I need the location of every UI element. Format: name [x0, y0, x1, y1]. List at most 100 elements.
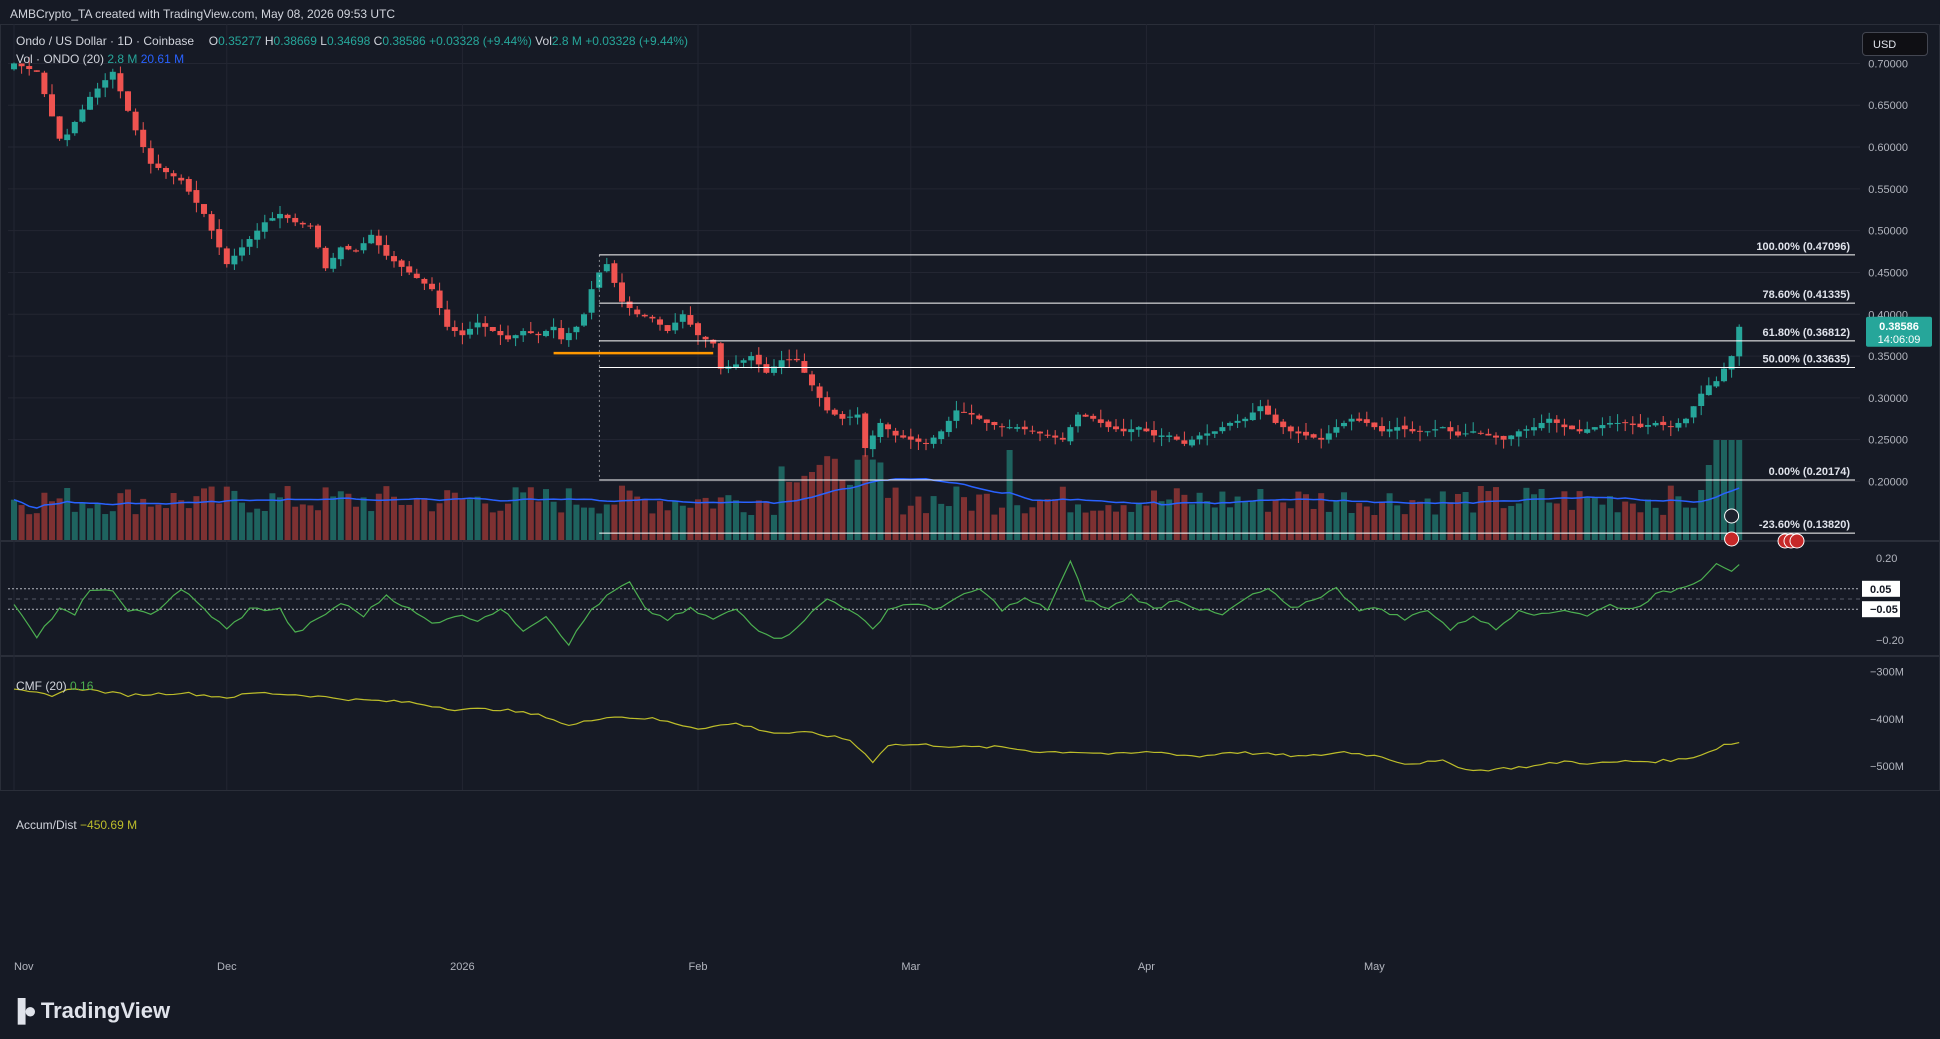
candle [277, 206, 283, 229]
candle-body [360, 243, 367, 251]
candle [1523, 425, 1530, 438]
candle-body [307, 225, 314, 227]
volume-indicator-name[interactable]: Vol · ONDO (20) [16, 52, 105, 66]
candle-body [231, 255, 238, 265]
tradingview-logo[interactable]: ▐● TradingView [10, 998, 170, 1024]
candle [239, 239, 245, 262]
symbol-name[interactable]: Ondo / US Dollar · 1D · Coinbase [16, 34, 195, 48]
candle-body [451, 327, 458, 331]
candle [953, 400, 960, 429]
ad-axis-label: −500M [1870, 761, 1904, 773]
time-axis-label: 2026 [450, 961, 474, 973]
fib-level-label: 0.00% (0.20174) [1769, 466, 1851, 478]
candle-body [1379, 426, 1385, 432]
candle-body [497, 330, 504, 336]
price-panel[interactable] [0, 24, 1940, 541]
volume-bar [968, 510, 975, 540]
candle [451, 320, 458, 337]
candle [999, 423, 1005, 437]
candle-body [672, 322, 679, 331]
price-axis-label: 0.25000 [1868, 435, 1908, 447]
candle [1158, 428, 1165, 447]
candle [831, 408, 838, 416]
ad-panel[interactable] [0, 656, 1940, 791]
candle-body [185, 179, 192, 192]
volume-bar [1622, 501, 1629, 540]
candle [1409, 421, 1416, 434]
candle-body [755, 354, 762, 365]
candle-body [1591, 427, 1598, 430]
volume-bar [436, 503, 443, 540]
candle-body [170, 173, 177, 177]
cmf-indicator: 0.05 −0.05 0.20 −0.20 [8, 553, 1904, 647]
ad-indicator-name[interactable]: Accum/Dist [16, 818, 77, 832]
candle-body [687, 315, 694, 325]
candle [1515, 429, 1522, 447]
candle [626, 296, 633, 316]
candle [1576, 419, 1583, 434]
candle [816, 383, 823, 407]
candle-body [1037, 431, 1043, 434]
candle [1614, 414, 1621, 432]
currency-button[interactable]: USD [1862, 32, 1928, 56]
candle-body [125, 91, 131, 111]
candle-body [1462, 433, 1469, 435]
candle [482, 316, 489, 337]
candle-body [1113, 426, 1119, 430]
volume-bar [1424, 498, 1431, 540]
candle-body [201, 204, 207, 214]
volume-bar [413, 498, 420, 540]
volume-bar [953, 486, 960, 540]
candle-body [474, 322, 481, 328]
volume-bar [649, 513, 656, 540]
candle-body [1242, 418, 1249, 422]
candle [664, 325, 671, 334]
candle-body [968, 412, 975, 415]
candle-body [907, 436, 914, 440]
candle [1500, 435, 1507, 449]
candle-body [1424, 431, 1431, 433]
candle [125, 91, 131, 113]
candle [102, 73, 109, 98]
volume-bar [1135, 502, 1142, 540]
cmf-indicator-name[interactable]: CMF (20) [16, 679, 67, 693]
volume-bar [558, 512, 565, 540]
candle [763, 357, 770, 374]
candle-body [1082, 414, 1089, 417]
candle-body [1417, 430, 1423, 432]
candle [1645, 417, 1651, 435]
volume-bar [1629, 503, 1636, 540]
volume-bar [482, 503, 489, 540]
candle [231, 248, 238, 270]
candle-body [1683, 418, 1689, 424]
candle [945, 416, 952, 437]
candle-body [1515, 431, 1522, 437]
candle-body [740, 360, 747, 363]
cmf-indicator-legend-real: CMF (20) 0.16 [16, 679, 93, 693]
candle [1037, 431, 1043, 442]
candle-body [330, 257, 337, 269]
candle [1090, 413, 1097, 422]
candle [1637, 414, 1644, 429]
volume-bar [1447, 502, 1454, 540]
volume-bar [315, 510, 321, 540]
candle [429, 277, 435, 292]
volume-bar [847, 484, 853, 540]
candle-body [824, 397, 831, 411]
volume-bar [679, 505, 686, 540]
volume-bar [1029, 507, 1036, 540]
candle [360, 237, 367, 254]
volume-bar [56, 498, 63, 540]
candle [337, 246, 344, 267]
candle-body [1303, 431, 1309, 436]
volume-bar [489, 512, 496, 540]
vol-label: Vol [535, 34, 552, 48]
candle-body [1097, 419, 1104, 423]
low-value: 0.34698 [326, 34, 371, 48]
candle-body [649, 316, 656, 319]
volume-bar [999, 507, 1005, 540]
volume-bar [1409, 500, 1416, 540]
volume-bar [368, 511, 375, 540]
